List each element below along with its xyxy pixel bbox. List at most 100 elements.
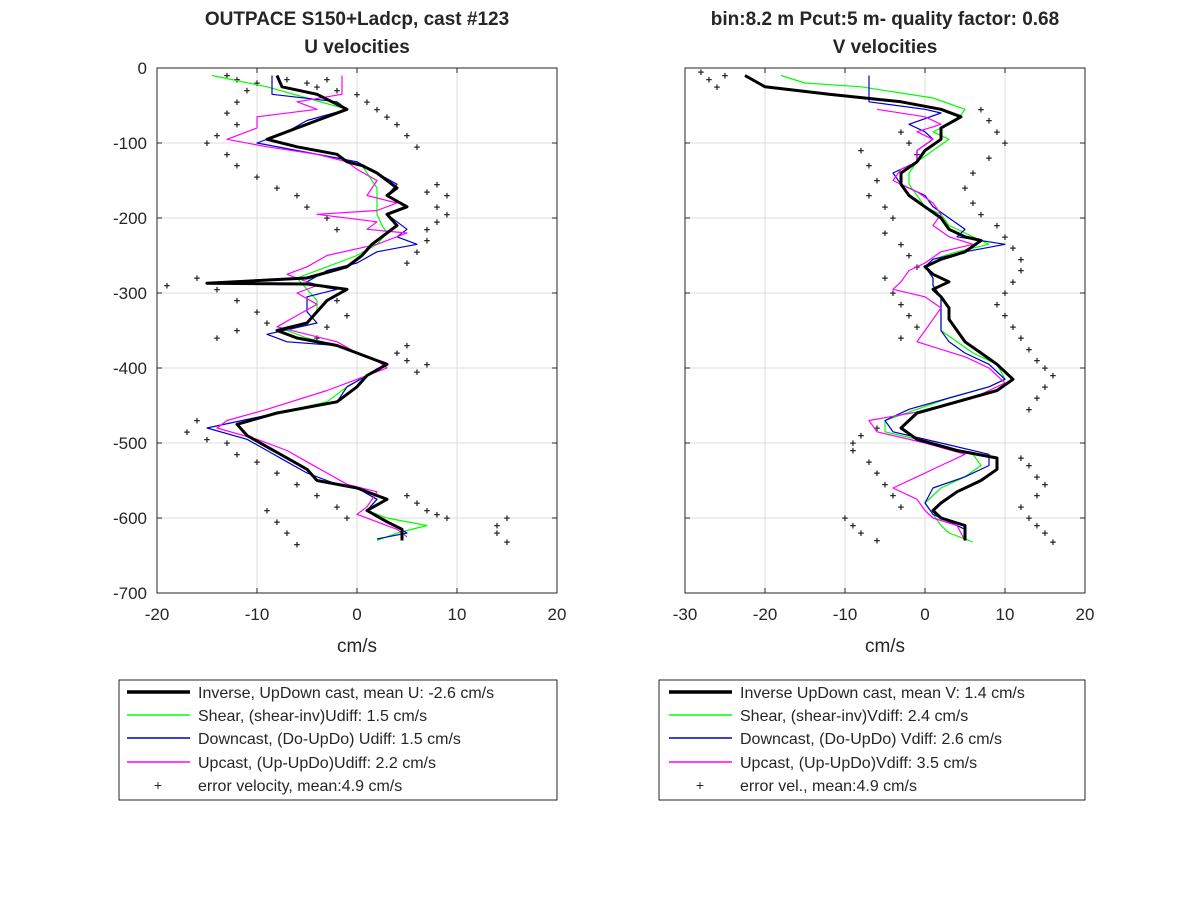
v-error-point: + xyxy=(962,183,968,195)
v-error-point: + xyxy=(890,491,896,503)
u-error-point: + xyxy=(264,318,270,330)
u-ytick-label: 0 xyxy=(138,59,147,78)
v-error-point: + xyxy=(842,513,848,525)
u-error-point: + xyxy=(234,161,240,173)
v-error-point: + xyxy=(1026,344,1032,356)
v-error-point: + xyxy=(1018,254,1024,266)
u-error-point: + xyxy=(164,281,170,293)
u-error-point: + xyxy=(434,217,440,229)
u-error-point: + xyxy=(444,513,450,525)
v-error-point: + xyxy=(858,146,864,158)
u-error-point: + xyxy=(234,326,240,338)
v-error-point: + xyxy=(890,288,896,300)
v-error-point: + xyxy=(914,322,920,334)
u-error-point: + xyxy=(304,202,310,214)
u-xtick-label: 10 xyxy=(448,605,467,624)
u-legend-swatch-error: + xyxy=(154,777,162,793)
v-error-point: + xyxy=(1018,502,1024,514)
v-error-point: + xyxy=(874,176,880,188)
u-error-point: + xyxy=(284,528,290,540)
v-error-point: + xyxy=(898,127,904,139)
u-error-point: + xyxy=(334,296,340,308)
u-error-point: + xyxy=(274,517,280,529)
v-error-point: + xyxy=(978,209,984,221)
v-grid xyxy=(685,68,1085,593)
u-error-point: + xyxy=(194,273,200,285)
u-error-point: + xyxy=(214,131,220,143)
v-error-point: + xyxy=(874,423,880,435)
v-error-point: + xyxy=(906,251,912,263)
v-error-point: + xyxy=(986,116,992,128)
u-error-point: + xyxy=(414,367,420,379)
u-error-point: + xyxy=(314,491,320,503)
u-ytick-label: -400 xyxy=(113,359,147,378)
v-error-point: + xyxy=(978,104,984,116)
v-error-point: + xyxy=(898,299,904,311)
u-error-point: + xyxy=(364,97,370,109)
v-error-point: + xyxy=(706,74,712,86)
u-error-point: + xyxy=(344,311,350,323)
v-error-point: + xyxy=(970,198,976,210)
u-error-point: + xyxy=(504,537,510,549)
u-xlabel: cm/s xyxy=(337,636,377,657)
v-error-point: + xyxy=(882,202,888,214)
v-error-point: + xyxy=(914,262,920,274)
u-error-point: + xyxy=(254,307,260,319)
u-error-point: + xyxy=(194,416,200,428)
v-error-point: + xyxy=(986,153,992,165)
u-legend-box xyxy=(118,679,558,801)
u-series-group: + + + + + + + + + + + + + + + + + + + + + + + + + + + + + + + + + + + + + + + +… xyxy=(164,71,510,552)
u-error-point: + xyxy=(254,457,260,469)
v-error-point: + xyxy=(866,191,872,203)
u-error-point: + xyxy=(334,224,340,236)
v-error-point: + xyxy=(970,168,976,180)
u-ytick-label: -100 xyxy=(113,134,147,153)
v-legend-label-downcast: Downcast, (Do-UpDo) Vdiff: 2.6 cm/s xyxy=(740,731,1002,748)
v-error-point: + xyxy=(1002,138,1008,150)
u-series-inverse xyxy=(205,74,409,541)
v-legend-label-error: error vel., mean:4.9 cm/s xyxy=(740,778,917,795)
u-error-point: + xyxy=(494,521,500,533)
v-legend-label-inverse: Inverse UpDown cast, mean V: 1.4 cm/s xyxy=(740,685,1025,702)
u-error-point: + xyxy=(434,179,440,191)
v-error-point: + xyxy=(1042,479,1048,491)
u-error-point: + xyxy=(214,333,220,345)
u-series-downcast xyxy=(206,75,418,540)
u-error-point: + xyxy=(184,427,190,439)
v-error-point: + xyxy=(722,71,728,83)
v-error-point: + xyxy=(1050,371,1056,383)
u-error-point: + xyxy=(204,138,210,150)
u-legend-label-shear: Shear, (shear-inv)Udiff: 1.5 cm/s xyxy=(198,708,427,725)
u-ytick-label: -600 xyxy=(113,509,147,528)
u-error-point: + xyxy=(404,131,410,143)
u-error-point: + xyxy=(224,71,230,83)
u-error-point: + xyxy=(274,183,280,195)
u-error-point: + xyxy=(314,82,320,94)
v-error-point: + xyxy=(1034,521,1040,533)
u-error-point: + xyxy=(254,172,260,184)
v-error-point: + xyxy=(1010,322,1016,334)
v-xtick-label: -20 xyxy=(753,605,778,624)
u-error-point: + xyxy=(204,434,210,446)
v-xtick-label: -10 xyxy=(833,605,858,624)
u-error-point: + xyxy=(294,191,300,203)
v-error-point: + xyxy=(1018,453,1024,465)
v-xtick-label: 10 xyxy=(996,605,1015,624)
u-ytick-label: -200 xyxy=(113,209,147,228)
u-error-point: + xyxy=(404,258,410,270)
u-error-point: + xyxy=(394,119,400,131)
u-error-point: + xyxy=(214,284,220,296)
v-error-point: + xyxy=(898,333,904,345)
v-legend-label-upcast: Upcast, (Up-UpDo)Vdiff: 3.5 cm/s xyxy=(740,755,977,772)
v-error-point: + xyxy=(714,82,720,94)
u-legend-label-inverse: Inverse, UpDown cast, mean U: -2.6 cm/s xyxy=(198,685,494,702)
v-error-point: + xyxy=(1034,491,1040,503)
v-error-point: + xyxy=(882,273,888,285)
v-error-point: + xyxy=(850,521,856,533)
u-xtick-label: -20 xyxy=(145,605,170,624)
v-error-point: + xyxy=(858,431,864,443)
v-error-point: + xyxy=(698,67,704,79)
v-legend-swatch-error: + xyxy=(696,777,704,793)
u-error-point: + xyxy=(254,78,260,90)
v-error-point: + xyxy=(1026,404,1032,416)
